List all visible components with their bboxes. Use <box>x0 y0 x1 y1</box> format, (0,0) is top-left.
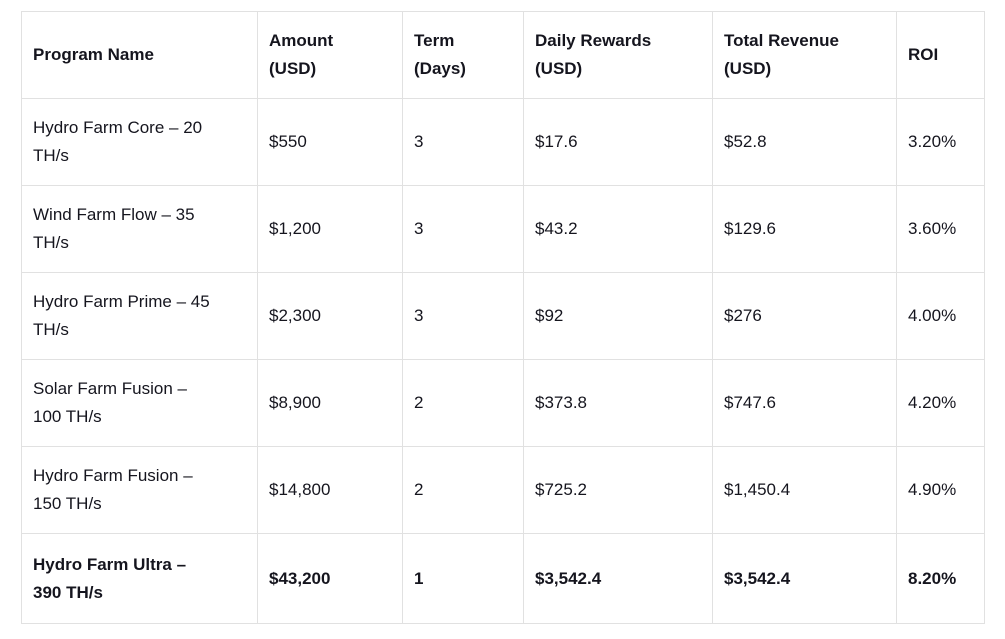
total-revenue-cell: $1,450.4 <box>712 446 897 534</box>
amount-value: $8,900 <box>269 393 321 413</box>
roi-value: 4.00% <box>908 306 957 326</box>
total-revenue-value: $52.8 <box>724 132 767 152</box>
daily-rewards-cell: $92 <box>523 272 713 360</box>
term-cell: 2 <box>402 446 524 534</box>
term-cell: 1 <box>402 533 524 624</box>
table-row: Wind Farm Flow – 35 TH/s $1,200 3 $43.2 … <box>21 185 985 273</box>
col-header-amount-usd-label: Amount (USD) <box>269 31 334 78</box>
term-value: 3 <box>414 219 424 239</box>
term-value: 3 <box>414 132 424 152</box>
roi-cell: 4.90% <box>896 446 985 534</box>
term-cell: 3 <box>402 272 524 360</box>
program-name: Hydro Farm Fusion – 150 TH/s <box>33 466 193 513</box>
amount-cell: $14,800 <box>257 446 403 534</box>
amount-cell: $1,200 <box>257 185 403 273</box>
mining-programs-table: Program Name Amount (USD) Term (Days) Da… <box>21 11 985 624</box>
amount-value: $550 <box>269 132 307 152</box>
roi-value: 3.60% <box>908 219 957 239</box>
daily-rewards-cell: $373.8 <box>523 359 713 447</box>
total-revenue-cell: $129.6 <box>712 185 897 273</box>
program-name-cell: Wind Farm Flow – 35 TH/s <box>21 185 258 273</box>
roi-value: 4.90% <box>908 480 957 500</box>
col-header-program-name: Program Name <box>21 11 258 99</box>
amount-value: $2,300 <box>269 306 321 326</box>
term-cell: 3 <box>402 98 524 186</box>
amount-cell: $550 <box>257 98 403 186</box>
total-revenue-cell: $3,542.4 <box>712 533 897 624</box>
col-header-roi-label: ROI <box>908 45 939 65</box>
total-revenue-cell: $747.6 <box>712 359 897 447</box>
col-header-term-days-label: Term (Days) <box>414 31 466 78</box>
program-name: Hydro Farm Core – 20 TH/s <box>33 118 203 165</box>
roi-cell: 8.20% <box>896 533 985 624</box>
table-row-emphasized: Hydro Farm Ultra – 390 TH/s $43,200 1 $3… <box>21 533 985 624</box>
amount-value: $1,200 <box>269 219 321 239</box>
total-revenue-value: $1,450.4 <box>724 480 791 500</box>
table-row: Hydro Farm Fusion – 150 TH/s $14,800 2 $… <box>21 446 985 534</box>
col-header-daily-rewards-label: Daily Rewards (USD) <box>535 31 652 78</box>
term-cell: 3 <box>402 185 524 273</box>
term-cell: 2 <box>402 359 524 447</box>
table-row: Hydro Farm Core – 20 TH/s $550 3 $17.6 $… <box>21 98 985 186</box>
term-value: 2 <box>414 393 424 413</box>
col-header-roi: ROI <box>896 11 985 99</box>
daily-rewards-cell: $3,542.4 <box>523 533 713 624</box>
term-value: 3 <box>414 306 424 326</box>
col-header-total-revenue: Total Revenue (USD) <box>712 11 897 99</box>
col-header-daily-rewards: Daily Rewards (USD) <box>523 11 713 99</box>
amount-cell: $8,900 <box>257 359 403 447</box>
amount-cell: $2,300 <box>257 272 403 360</box>
roi-cell: 4.00% <box>896 272 985 360</box>
total-revenue-cell: $52.8 <box>712 98 897 186</box>
amount-value: $43,200 <box>269 568 331 588</box>
table-header: Program Name Amount (USD) Term (Days) Da… <box>21 11 985 99</box>
col-header-amount-usd: Amount (USD) <box>257 11 403 99</box>
daily-rewards-value: $725.2 <box>535 480 587 500</box>
program-name-cell: Hydro Farm Ultra – 390 TH/s <box>21 533 258 624</box>
program-name: Wind Farm Flow – 35 TH/s <box>33 205 195 252</box>
table-body: Hydro Farm Core – 20 TH/s $550 3 $17.6 $… <box>21 98 985 624</box>
program-name: Solar Farm Fusion – 100 TH/s <box>33 379 187 426</box>
table-row: Solar Farm Fusion – 100 TH/s $8,900 2 $3… <box>21 359 985 447</box>
daily-rewards-cell: $17.6 <box>523 98 713 186</box>
term-value: 2 <box>414 480 424 500</box>
daily-rewards-value: $373.8 <box>535 393 587 413</box>
total-revenue-cell: $276 <box>712 272 897 360</box>
daily-rewards-value: $43.2 <box>535 219 578 239</box>
program-name: Hydro Farm Prime – 45 TH/s <box>33 292 210 339</box>
program-name-cell: Hydro Farm Fusion – 150 TH/s <box>21 446 258 534</box>
total-revenue-value: $276 <box>724 306 762 326</box>
daily-rewards-value: $17.6 <box>535 132 578 152</box>
col-header-program-name-label: Program Name <box>33 45 154 65</box>
table-row: Hydro Farm Prime – 45 TH/s $2,300 3 $92 … <box>21 272 985 360</box>
daily-rewards-cell: $725.2 <box>523 446 713 534</box>
daily-rewards-cell: $43.2 <box>523 185 713 273</box>
total-revenue-value: $129.6 <box>724 219 776 239</box>
daily-rewards-value: $3,542.4 <box>535 568 602 588</box>
total-revenue-value: $3,542.4 <box>724 568 791 588</box>
roi-value: 3.20% <box>908 132 957 152</box>
col-header-total-revenue-label: Total Revenue (USD) <box>724 31 839 78</box>
daily-rewards-value: $92 <box>535 306 564 326</box>
roi-cell: 3.20% <box>896 98 985 186</box>
col-header-term-days: Term (Days) <box>402 11 524 99</box>
term-value: 1 <box>414 568 424 588</box>
header-row: Program Name Amount (USD) Term (Days) Da… <box>21 11 985 99</box>
roi-value: 8.20% <box>908 568 957 588</box>
program-name-cell: Hydro Farm Prime – 45 TH/s <box>21 272 258 360</box>
program-name: Hydro Farm Ultra – 390 TH/s <box>33 554 187 602</box>
total-revenue-value: $747.6 <box>724 393 776 413</box>
amount-value: $14,800 <box>269 480 331 500</box>
program-name-cell: Hydro Farm Core – 20 TH/s <box>21 98 258 186</box>
program-name-cell: Solar Farm Fusion – 100 TH/s <box>21 359 258 447</box>
roi-cell: 3.60% <box>896 185 985 273</box>
amount-cell: $43,200 <box>257 533 403 624</box>
roi-value: 4.20% <box>908 393 957 413</box>
roi-cell: 4.20% <box>896 359 985 447</box>
